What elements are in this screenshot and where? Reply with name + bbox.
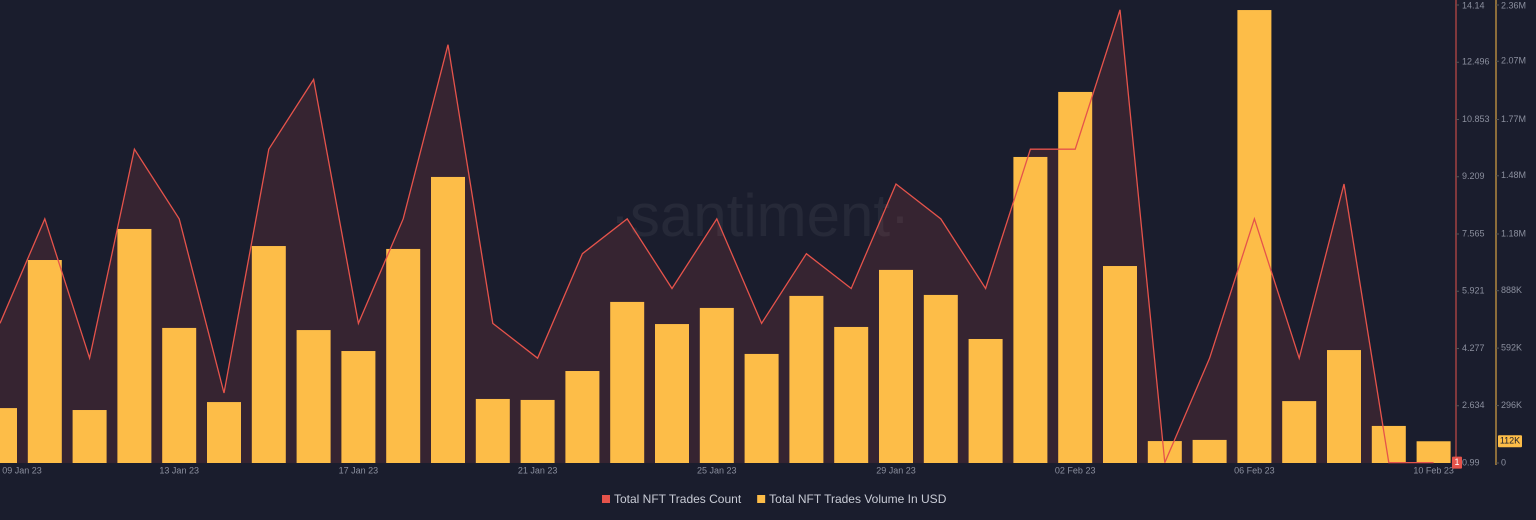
- y-tick-label: 5.921: [1462, 286, 1485, 296]
- line: [0, 9, 1434, 464]
- y-tick-label: 0.99: [1462, 457, 1480, 467]
- x-tick-label: 17 Jan 23: [339, 465, 379, 475]
- bar: [1237, 10, 1272, 463]
- y-tick-label: 4.277: [1462, 343, 1485, 353]
- x-tick-label: 29 Jan 23: [876, 465, 916, 475]
- x-tick-label: 10 Feb 23: [1413, 465, 1454, 475]
- legend-swatch: [602, 495, 610, 503]
- x-tick-label: 21 Jan 23: [518, 465, 558, 475]
- last-value-badge: [1498, 435, 1522, 448]
- y-tick-label: 14.14: [1462, 0, 1485, 10]
- bar: [1058, 91, 1093, 463]
- bar: [1327, 350, 1361, 463]
- y2-tick-label: 888K: [1501, 285, 1522, 295]
- y-tick-label: 7.565: [1462, 228, 1485, 238]
- bar: [341, 351, 376, 463]
- y2-tick-label: 1.18M: [1501, 228, 1526, 238]
- x-tick-label: 25 Jan 23: [697, 465, 737, 475]
- y2-tick-label: 1.77M: [1501, 114, 1526, 124]
- last-value-badge: [1452, 456, 1462, 469]
- bar: [431, 176, 465, 463]
- bar: [834, 326, 869, 463]
- bar: [207, 402, 241, 463]
- last-value-label: 112K: [1500, 436, 1520, 446]
- bar: [162, 327, 197, 463]
- y2-tick-label: 2.36M: [1501, 0, 1526, 10]
- bar: [565, 371, 600, 463]
- bar: [610, 301, 645, 463]
- bar: [386, 248, 421, 463]
- y2-tick-label: 2.07M: [1501, 56, 1526, 66]
- x-tick-label: 06 Feb 23: [1234, 465, 1275, 475]
- x-tick-label: 09 Jan 23: [2, 465, 42, 475]
- bar: [1282, 401, 1317, 463]
- legend-label: Total NFT Trades Count: [614, 492, 742, 506]
- bar: [1416, 441, 1451, 463]
- bar: [72, 410, 107, 463]
- legend-label: Total NFT Trades Volume In USD: [769, 492, 947, 506]
- bar: [1371, 425, 1406, 463]
- y-tick-label: 9.209: [1462, 171, 1485, 181]
- last-value-label: 1: [1454, 457, 1459, 467]
- y-tick-label: 10.853: [1462, 114, 1490, 124]
- bar: [27, 260, 62, 463]
- legend-swatch: [757, 495, 766, 503]
- y2-tick-label: 0: [1501, 457, 1506, 467]
- bar: [251, 246, 286, 463]
- bar: [968, 338, 1003, 463]
- bar: [1147, 441, 1182, 463]
- y2-tick-label: 296K: [1501, 400, 1522, 410]
- y2-tick-label: 1.48M: [1501, 170, 1526, 180]
- bar: [0, 408, 17, 463]
- bar: [655, 324, 689, 463]
- bar: [475, 398, 510, 463]
- bar: [296, 330, 331, 463]
- x-tick-label: 02 Feb 23: [1055, 465, 1096, 475]
- bar: [1103, 266, 1137, 463]
- bar: [1013, 156, 1048, 463]
- bar: [923, 294, 958, 463]
- bar: [117, 228, 152, 463]
- watermark: ·santiment·: [610, 182, 910, 249]
- y-tick-label: 12.496: [1462, 57, 1490, 67]
- bar: [879, 269, 913, 463]
- bar: [789, 295, 824, 463]
- plot-area: [0, 9, 1451, 464]
- y-tick-label: 2.634: [1462, 400, 1485, 410]
- bar: [520, 399, 555, 463]
- bar: [1192, 439, 1227, 463]
- bar: [699, 307, 734, 463]
- x-tick-label: 13 Jan 23: [159, 465, 199, 475]
- bar: [744, 353, 779, 463]
- y2-tick-label: 592K: [1501, 342, 1522, 352]
